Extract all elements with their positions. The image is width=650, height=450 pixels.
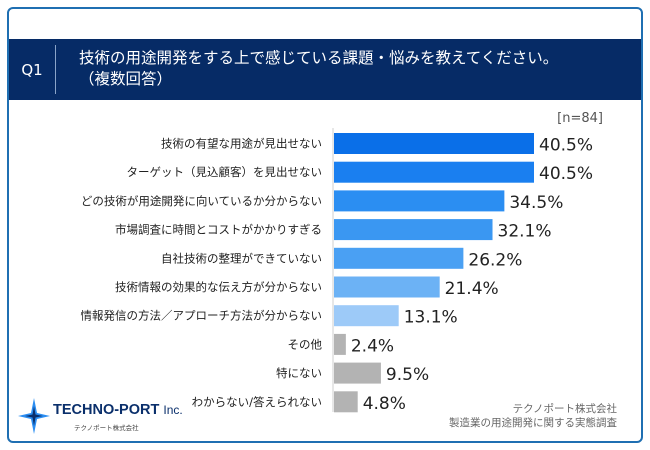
value-label: 13.1% — [404, 308, 458, 328]
bar — [334, 219, 493, 241]
category-label: 技術情報の効果的な伝え方が分からない — [115, 280, 322, 294]
category-label: どの技術が用途開発に向いているか分からない — [81, 194, 322, 208]
bar — [334, 190, 505, 212]
logo-suffix: Inc. — [163, 403, 183, 417]
value-label: 32.1% — [498, 222, 552, 242]
category-label: わからない/答えられない — [192, 395, 322, 409]
question-line-1: 技術の用途開発をする上で感じている課題・悩みを教えてください。 — [79, 49, 559, 67]
bar — [334, 305, 399, 327]
category-label: ターゲット（見込顧客）を見出せない — [127, 165, 323, 179]
value-label: 21.4% — [445, 279, 499, 299]
credit-company: テクノポート株式会社 — [512, 403, 617, 415]
bar — [334, 391, 358, 413]
value-label: 40.5% — [539, 136, 593, 156]
value-label: 2.4% — [351, 336, 394, 356]
question-text: 技術の用途開発をする上で感じている課題・悩みを教えてください。 （複数回答） — [79, 48, 634, 90]
bar — [334, 362, 381, 384]
value-label: 34.5% — [509, 193, 563, 213]
value-label: 9.5% — [386, 365, 429, 385]
value-label: 40.5% — [539, 164, 593, 184]
value-label: 26.2% — [468, 250, 522, 270]
logo-name: TECHNO-PORT — [53, 402, 160, 418]
logo-wordmark: TECHNO-PORT Inc. — [53, 402, 183, 418]
company-logo: TECHNO-PORT Inc. テクノポート株式会社 — [16, 396, 183, 438]
category-label: その他 — [288, 337, 323, 351]
source-credit: テクノポート株式会社 製造業の用途開発に関する実態調査 — [449, 402, 617, 430]
question-number: Q1 — [21, 60, 43, 79]
category-label: 市場調査に時間とコストがかかりすぎる — [115, 223, 322, 237]
logo-subtitle: テクノポート株式会社 — [74, 424, 139, 432]
bar — [334, 161, 534, 183]
spark-star-icon — [18, 398, 50, 434]
sample-size: [n=84] — [557, 111, 603, 126]
question-header: Q1 技術の用途開発をする上で感じている課題・悩みを教えてください。 （複数回答… — [9, 39, 641, 100]
category-label: 情報発信の方法／アプローチ方法が分からない — [81, 309, 323, 323]
value-label: 4.8% — [363, 394, 406, 414]
bar — [334, 133, 534, 154]
category-label: 特にない — [276, 366, 322, 380]
question-line-2: （複数回答） — [79, 70, 173, 88]
bar — [334, 247, 464, 269]
header-divider — [55, 45, 56, 94]
bar — [334, 276, 440, 298]
credit-survey: 製造業の用途開発に関する実態調査 — [449, 417, 617, 429]
bar — [334, 333, 346, 355]
category-label: 技術の有望な用途が見出せない — [161, 137, 322, 151]
category-label: 自社技術の整理ができていない — [161, 251, 322, 265]
